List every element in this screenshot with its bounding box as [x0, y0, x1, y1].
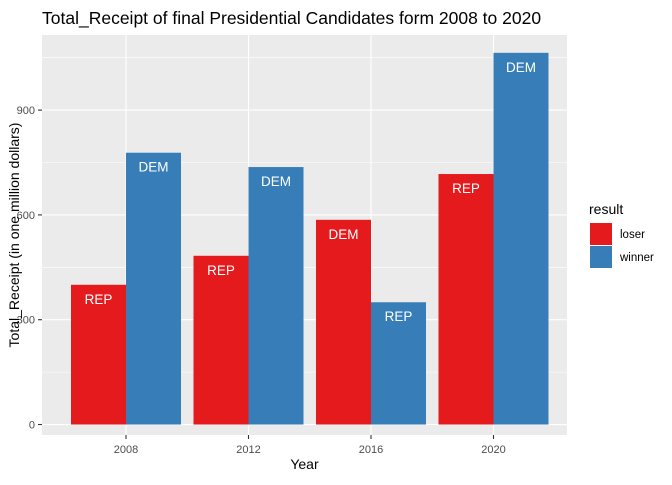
x-axis-label: Year — [290, 456, 319, 472]
legend-key — [590, 246, 612, 268]
bar — [493, 52, 549, 425]
bar-label: DEM — [329, 227, 359, 242]
x-tick-label: 2016 — [359, 444, 383, 456]
bar-label: REP — [85, 292, 113, 307]
y-axis-label: Total_Receipt (in one million dollars) — [6, 123, 22, 348]
bar — [193, 255, 249, 425]
bar — [248, 167, 304, 425]
bar-labels: REP REP DEM REP DEM DEM REP DEM — [85, 60, 536, 324]
y-tick-label: 300 — [17, 315, 35, 327]
x-tick-label: 2008 — [114, 444, 138, 456]
y-tick-label: 0 — [29, 420, 35, 432]
bar — [371, 302, 426, 425]
chart-title: Total_Receipt of final Presidential Cand… — [42, 8, 541, 29]
bars — [71, 52, 549, 425]
bar — [71, 284, 126, 425]
y-tick-label: 900 — [17, 105, 35, 117]
bar — [316, 219, 371, 425]
x-axis: 2008 2012 2016 2020 — [114, 435, 506, 456]
bar-label: DEM — [506, 60, 536, 75]
legend-label: loser — [620, 229, 645, 241]
x-tick-label: 2020 — [481, 444, 505, 456]
bar-label: REP — [207, 263, 235, 278]
legend-key — [590, 223, 612, 245]
bar — [126, 152, 181, 425]
y-axis: 0 300 600 900 — [17, 105, 42, 432]
x-tick-label: 2012 — [236, 444, 260, 456]
bar-label: DEM — [261, 174, 291, 189]
legend: result loser winner — [589, 201, 654, 268]
bar-label: REP — [385, 309, 413, 324]
legend-title: result — [589, 201, 623, 217]
legend-items: loser winner — [590, 223, 654, 268]
bar-label: DEM — [139, 160, 169, 175]
bar-label: REP — [452, 181, 480, 196]
legend-label: winner — [619, 252, 654, 264]
y-tick-label: 600 — [17, 210, 35, 222]
bar — [438, 174, 494, 425]
